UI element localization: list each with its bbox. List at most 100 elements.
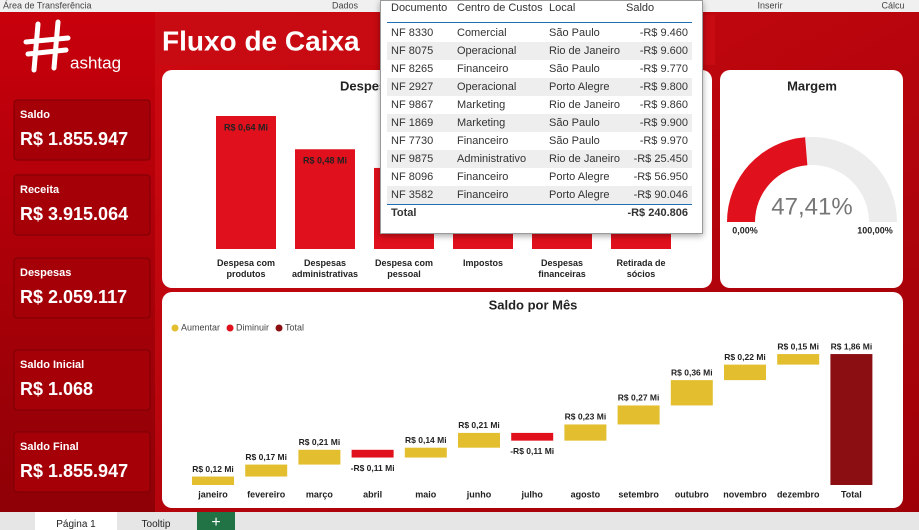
kpi-value: R$ 1.855.947 <box>20 129 128 149</box>
table-cell: -R$ 25.450 <box>633 153 688 165</box>
bar-value-label: R$ 0,17 Mi <box>245 452 287 462</box>
kpi-label: Saldo <box>20 109 50 121</box>
gauge-value-arc <box>727 137 808 222</box>
legend-marker <box>171 324 179 332</box>
x-tick-label: Despesas financeiras <box>538 258 586 279</box>
table-cell: NF 7730 <box>391 135 434 147</box>
sheet-tab[interactable]: Tooltip <box>141 519 171 530</box>
gauge-title: Margem <box>787 78 837 93</box>
kpi-card <box>13 257 151 319</box>
ribbon-label: Inserir <box>757 0 782 10</box>
add-sheet-button[interactable]: + <box>197 512 235 530</box>
row-stripe <box>387 150 692 168</box>
x-tick-label: Despesa com pessoal <box>374 258 434 279</box>
table-cell: -R$ 9.770 <box>639 63 688 75</box>
table-cell: NF 8096 <box>391 171 434 183</box>
table-cell: Rio de Janeiro <box>549 153 620 165</box>
bar-value-label: R$ 1,86 Mi <box>831 341 873 351</box>
x-tick-label: dezembro <box>777 489 820 499</box>
legend-label: Diminuir <box>236 322 269 332</box>
row-stripe <box>387 186 692 204</box>
sheet-tab[interactable]: Página 1 <box>35 512 117 530</box>
table-cell: NF 1869 <box>391 117 434 129</box>
tooltip-table: Documento Centro de Custos Local Saldo NF 83… <box>380 0 703 234</box>
column-header: Local <box>549 2 576 14</box>
table-cell: NF 8330 <box>391 27 434 39</box>
waterfall-bar <box>351 449 394 458</box>
logo-icon <box>23 19 71 73</box>
kpi-card <box>13 431 151 493</box>
table-cell: -R$ 9.860 <box>639 99 688 111</box>
table-cell: -R$ 9.970 <box>639 135 688 147</box>
x-tick-label: Despesas administrativas <box>291 258 359 279</box>
waterfall-bar <box>617 405 660 425</box>
kpi-value: R$ 1.855.947 <box>20 461 128 481</box>
x-tick-label: abril <box>363 489 382 499</box>
kpi-value: R$ 2.059.117 <box>20 287 127 307</box>
bar-value-label: -R$ 0,11 Mi <box>351 463 395 473</box>
logo-text: ashtag <box>70 53 121 72</box>
table-cell: São Paulo <box>549 117 600 129</box>
column-header: Saldo <box>626 2 655 14</box>
table-cell: São Paulo <box>549 27 600 39</box>
waterfall-bar <box>245 464 288 477</box>
column-header: Centro de Custos <box>457 2 543 14</box>
legend-label: Aumentar <box>181 322 220 332</box>
kpi-label: Saldo Inicial <box>20 359 84 371</box>
kpi-card <box>13 174 151 236</box>
kpi-label: Receita <box>20 184 60 196</box>
table-cell: -R$ 9.460 <box>639 27 688 39</box>
table-cell: Rio de Janeiro <box>549 45 620 57</box>
table-cell: Administrativo <box>457 153 527 165</box>
bar-value-label: R$ 0,22 Mi <box>724 352 766 362</box>
ribbon-label: Área de Transferência <box>3 0 92 10</box>
waterfall-bar <box>724 364 766 381</box>
bar-value-label: -R$ 0,11 Mi <box>510 446 554 456</box>
bar-value-label: R$ 0,36 Mi <box>671 367 713 377</box>
bar <box>295 149 355 249</box>
table-cell: Financeiro <box>457 171 509 183</box>
bar-value-label: R$ 0,15 Mi <box>777 341 819 351</box>
total-label: Total <box>391 207 417 219</box>
table-cell: Marketing <box>457 117 506 129</box>
row-stripe <box>387 114 692 132</box>
table-cell: Porto Alegre <box>549 81 610 93</box>
bar-value-label: R$ 0,48 Mi <box>303 156 347 166</box>
table-cell: NF 8075 <box>391 45 434 57</box>
table-cell: Financeiro <box>457 63 509 75</box>
kpi-label: Despesas <box>20 267 71 279</box>
table-cell: NF 9875 <box>391 153 434 165</box>
bar-value-label: R$ 0,12 Mi <box>192 464 234 474</box>
gauge-min-label: 0,00% <box>732 225 758 235</box>
kpi-card <box>13 99 151 161</box>
waterfall-bar <box>458 432 500 448</box>
table-cell: -R$ 56.950 <box>633 171 688 183</box>
bar <box>216 116 276 249</box>
kpi-card <box>13 349 151 411</box>
bar-value-label: R$ 0,21 Mi <box>458 420 500 430</box>
x-tick-label: novembro <box>723 489 767 499</box>
x-tick-label: outubro <box>675 489 709 499</box>
x-tick-label: agosto <box>571 489 601 499</box>
legend-label: Total <box>285 322 304 332</box>
table-cell: Porto Alegre <box>549 189 610 201</box>
table-cell: Porto Alegre <box>549 171 610 183</box>
x-tick-label: março <box>306 489 334 499</box>
table-cell: Operacional <box>457 81 517 93</box>
table-cell: -R$ 90.046 <box>633 189 688 201</box>
x-tick-label: junho <box>466 489 492 499</box>
waterfall-bar <box>777 354 820 365</box>
table-cell: São Paulo <box>549 135 600 147</box>
waterfall-panel <box>162 292 903 508</box>
kpi-value: R$ 1.068 <box>20 379 93 399</box>
waterfall-bar <box>404 447 447 458</box>
x-tick-label: Impostos <box>462 258 503 268</box>
gauge-max-label: 100,00% <box>857 225 893 235</box>
waterfall-title: Saldo por Mês <box>489 297 578 312</box>
x-tick-label: Despesa com produtos <box>216 258 276 279</box>
row-stripe <box>387 42 692 60</box>
column-header: Documento <box>391 2 448 14</box>
table-cell: Comercial <box>457 27 507 39</box>
bar-value-label: R$ 0,23 Mi <box>565 412 607 422</box>
